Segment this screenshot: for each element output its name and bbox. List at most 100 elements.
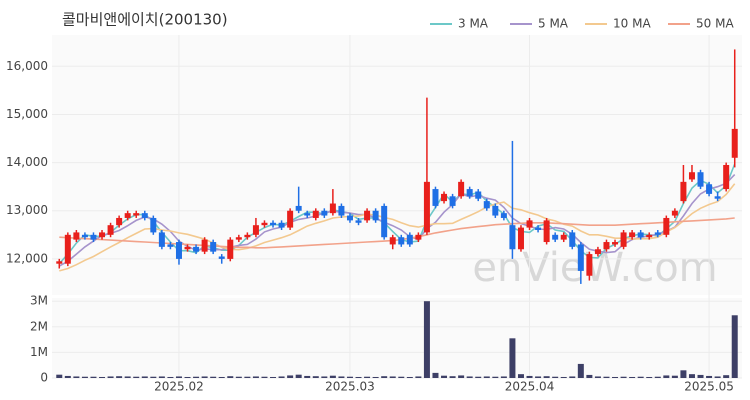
volume-bar — [526, 375, 533, 378]
x-tick-label: 2025.02 — [154, 380, 204, 394]
volume-bar — [731, 315, 738, 378]
volume-bar — [99, 376, 106, 378]
volume-bar — [141, 376, 148, 378]
candle-body — [423, 181, 430, 233]
candle-body — [304, 213, 311, 216]
candle-body — [509, 225, 516, 250]
candle-body — [671, 210, 678, 216]
volume-bar — [483, 376, 490, 378]
volume-bar — [500, 376, 507, 378]
candle-body — [355, 220, 362, 223]
candle-body — [731, 128, 738, 158]
candle-body — [680, 181, 687, 202]
candle-body — [714, 196, 721, 199]
candle-body — [483, 201, 490, 209]
volume-bar — [116, 376, 123, 378]
volume-bar — [671, 375, 678, 378]
candle-body — [517, 227, 524, 250]
candle-body — [107, 225, 114, 235]
volume-bar — [646, 376, 653, 378]
candle-body — [235, 237, 242, 240]
volume-panel — [52, 298, 742, 378]
volume-bar — [124, 376, 131, 378]
volume-bar — [423, 301, 430, 378]
candle-body — [449, 196, 456, 206]
candle-body — [552, 234, 559, 240]
volume-bar — [201, 376, 208, 378]
candle-body — [278, 222, 285, 228]
legend-label: 50 MA — [696, 17, 734, 31]
candle-body — [543, 220, 550, 243]
candle-body — [620, 232, 627, 247]
candle-body — [244, 234, 251, 238]
candle-body — [441, 193, 448, 202]
volume-bar — [509, 338, 516, 378]
volume-bar — [81, 376, 88, 378]
candle-body — [175, 242, 182, 259]
chart-title: 콜마비앤에이치(200130) — [62, 11, 228, 29]
candle-body — [81, 234, 88, 238]
candle-body — [364, 210, 371, 221]
legend-label: 10 MA — [613, 17, 651, 31]
volume-bar — [706, 375, 713, 378]
candle-body — [227, 239, 234, 259]
candle-body — [663, 217, 670, 235]
volume-bar — [620, 376, 627, 378]
volume-bar — [552, 376, 559, 378]
candle-body — [201, 239, 208, 252]
candle-body — [492, 205, 499, 216]
volume-bar — [654, 376, 661, 378]
volume-bar — [714, 376, 721, 378]
volume-bar — [90, 376, 97, 378]
volume-bar — [466, 376, 473, 378]
candle-body — [535, 227, 542, 230]
volume-bar — [158, 376, 165, 378]
candle-body — [603, 242, 610, 250]
volume-bar — [133, 376, 140, 378]
candle-body — [116, 217, 123, 226]
candle-body — [381, 205, 388, 238]
volume-bar — [364, 376, 371, 378]
candle-body — [577, 244, 584, 271]
candle-body — [372, 210, 379, 221]
candle-body — [432, 189, 439, 206]
y-tick-label: 13,000 — [6, 203, 48, 217]
candle-body — [158, 232, 165, 247]
candle-body — [466, 189, 473, 197]
candle-body — [629, 232, 636, 238]
volume-bar — [697, 374, 704, 378]
candle-body — [594, 249, 601, 255]
volume-bar — [321, 376, 328, 378]
legend-label: 3 MA — [458, 17, 489, 31]
volume-bar — [244, 376, 251, 378]
volume-bar — [458, 375, 465, 378]
y-tick-label: 12,000 — [6, 251, 48, 265]
y-tick-label: 16,000 — [6, 59, 48, 73]
volume-bar — [184, 376, 191, 378]
candle-body — [398, 237, 405, 245]
candle-body — [706, 184, 713, 194]
volume-bar — [372, 376, 379, 378]
volume-bar — [270, 376, 277, 378]
candle-body — [261, 222, 268, 226]
volume-bar — [278, 376, 285, 378]
volume-bar — [637, 376, 644, 378]
volume-bar — [543, 376, 550, 378]
volume-bar — [167, 376, 174, 378]
candle-body — [458, 181, 465, 197]
volume-bar — [406, 376, 413, 378]
legend-label: 5 MA — [538, 17, 569, 31]
price-panel — [52, 35, 742, 295]
volume-bar — [629, 376, 636, 378]
volume-bar — [295, 374, 302, 378]
candle-body — [346, 215, 353, 221]
volume-bar — [107, 376, 114, 378]
volume-bar — [492, 376, 499, 378]
volume-bar — [449, 376, 456, 378]
candle-body — [150, 217, 157, 233]
volume-bar — [612, 376, 619, 378]
candle-body — [64, 234, 71, 264]
volume-bar — [346, 376, 353, 378]
y-tick-label: 15,000 — [6, 107, 48, 121]
x-tick-label: 2025.04 — [505, 380, 555, 394]
